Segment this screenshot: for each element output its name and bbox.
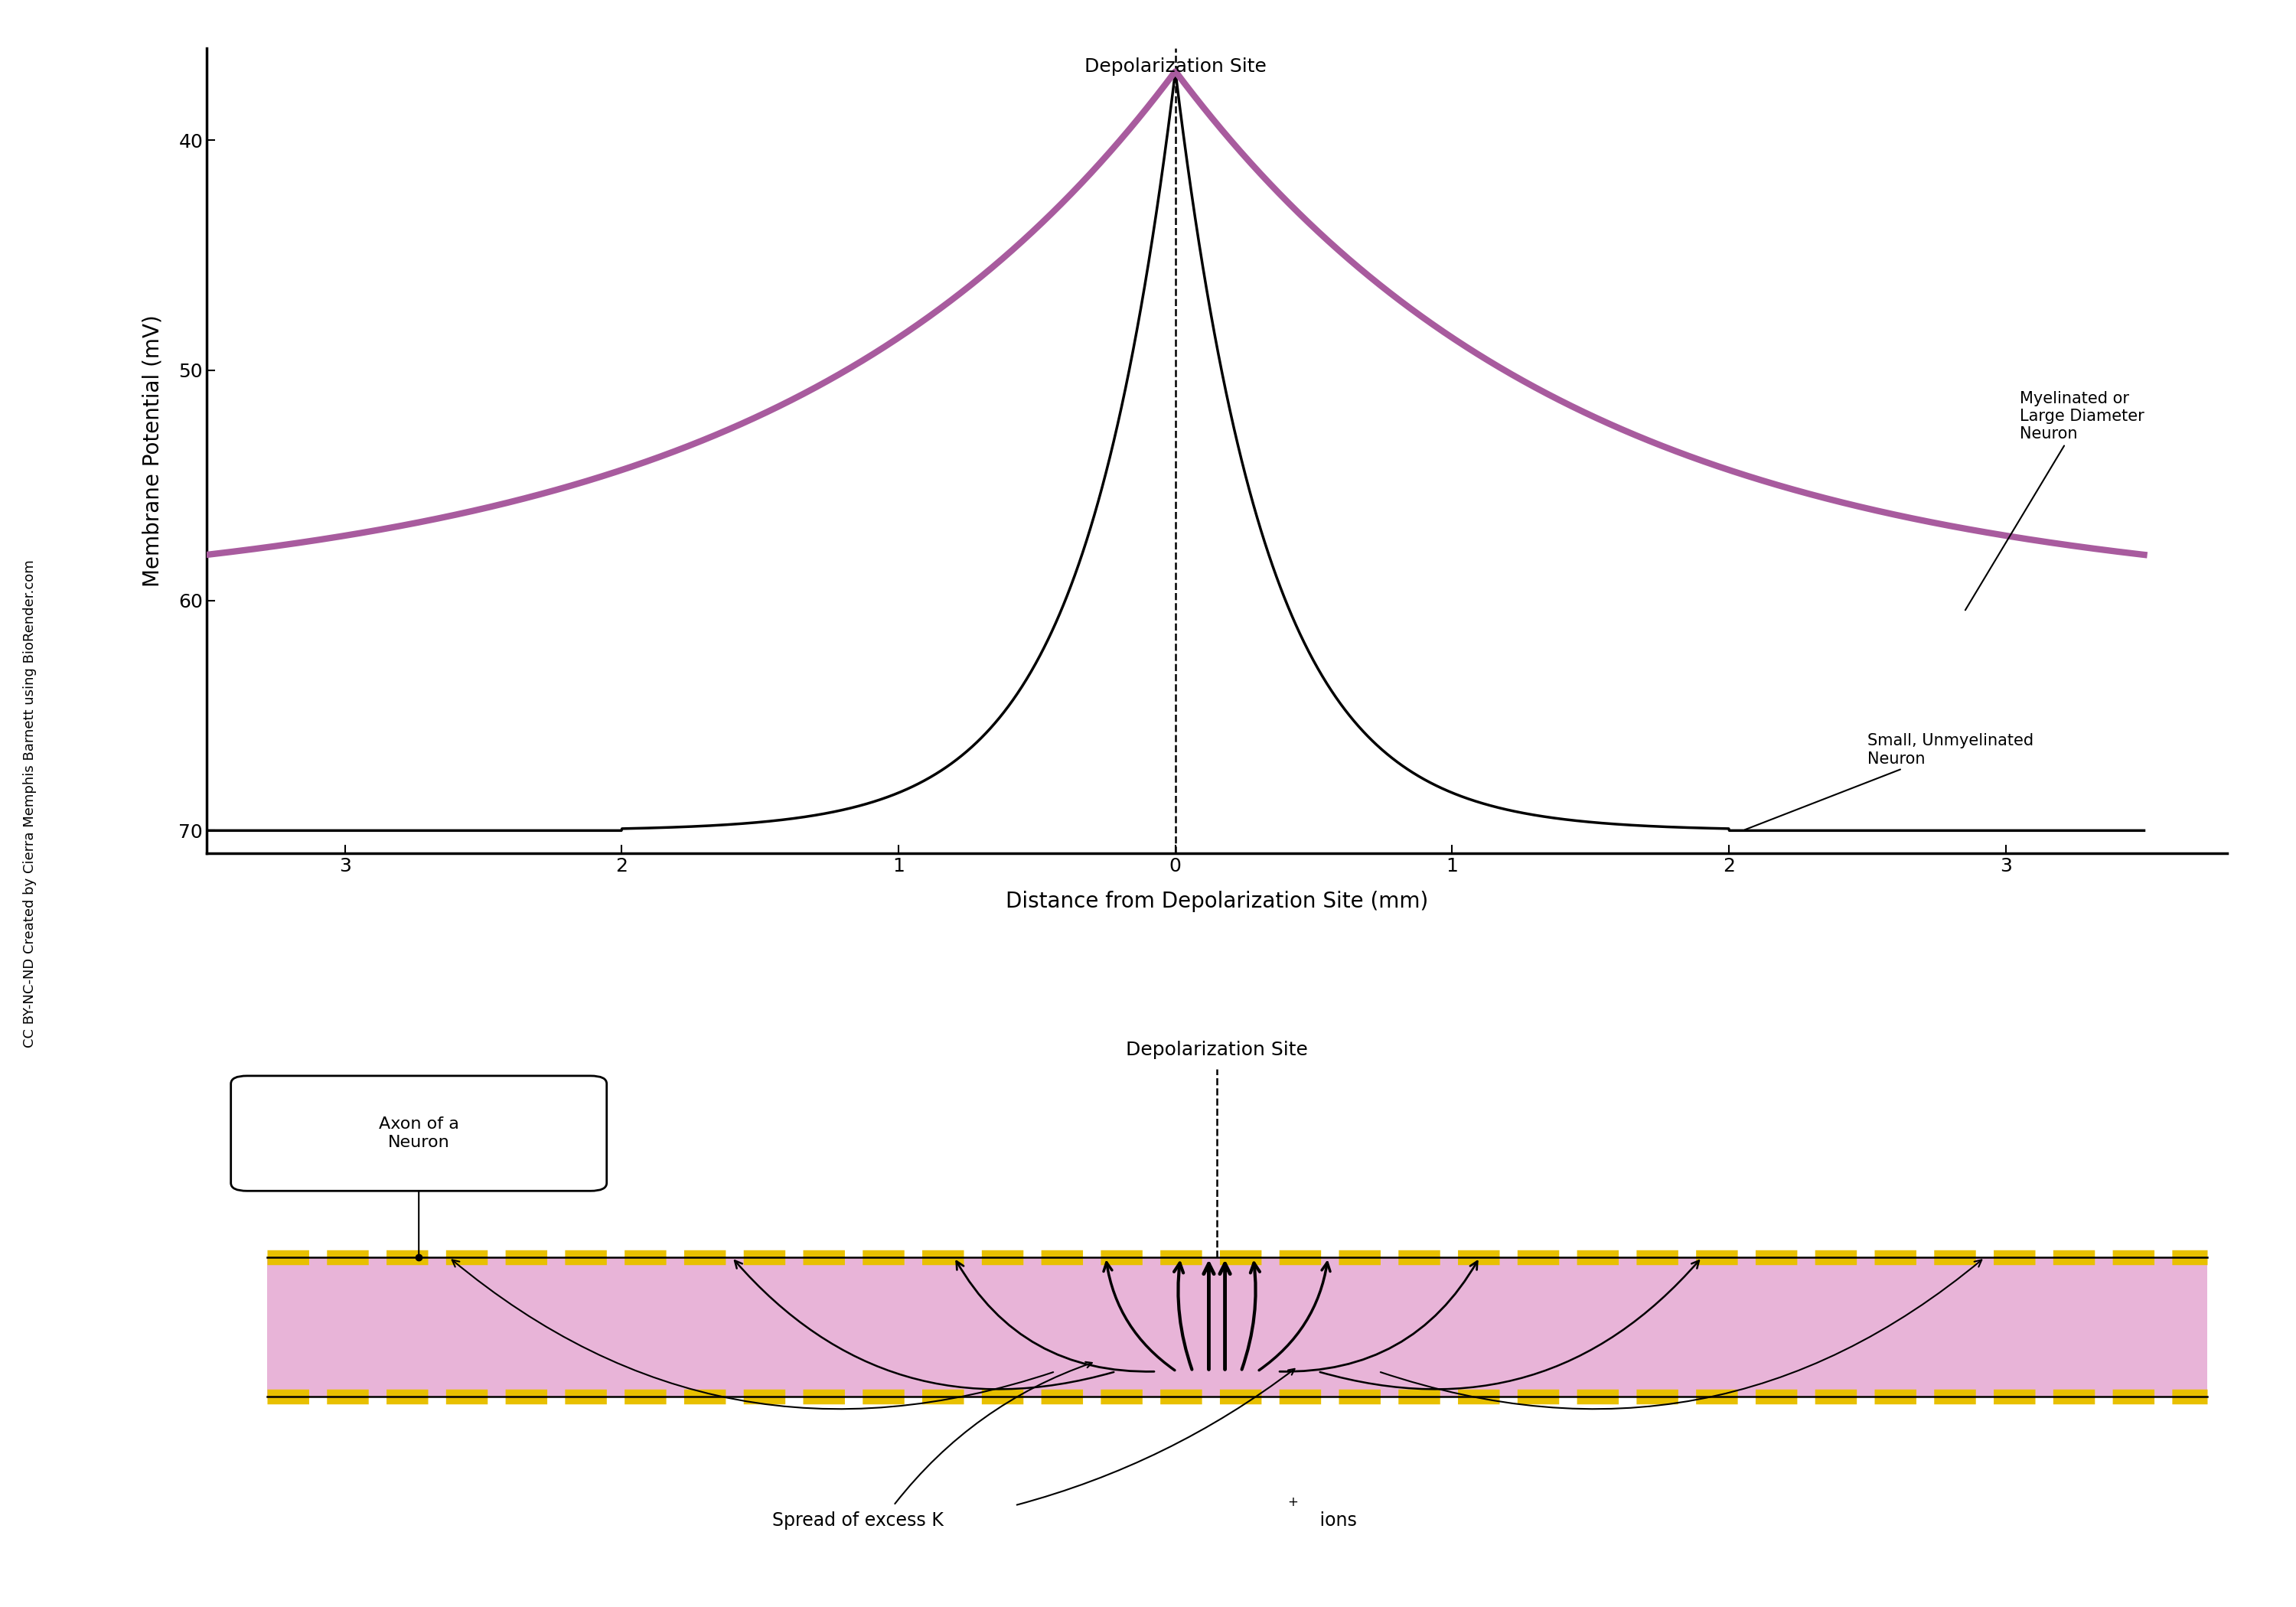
Y-axis label: Membrane Potential (mV): Membrane Potential (mV) [142, 315, 163, 587]
FancyBboxPatch shape [232, 1075, 606, 1191]
Text: Small, Unmyelinated
Neuron: Small, Unmyelinated Neuron [1745, 733, 2034, 829]
Text: ions: ions [1313, 1511, 1357, 1530]
Text: Spread of excess K: Spread of excess K [771, 1511, 944, 1530]
Bar [266, 1257, 2206, 1396]
Text: Depolarization Site: Depolarization Site [1084, 58, 1267, 76]
Text: Myelinated or
Large Diameter
Neuron: Myelinated or Large Diameter Neuron [1965, 391, 2144, 611]
Text: Depolarization Site: Depolarization Site [1125, 1041, 1309, 1059]
Text: Axon of a
Neuron: Axon of a Neuron [379, 1117, 459, 1151]
X-axis label: Distance from Depolarization Site (mm): Distance from Depolarization Site (mm) [1006, 890, 1428, 911]
Text: CC BY-NC-ND Created by Cierra Memphis Barnett using BioRender.com: CC BY-NC-ND Created by Cierra Memphis Ba… [23, 559, 37, 1048]
Text: +: + [1288, 1496, 1297, 1509]
